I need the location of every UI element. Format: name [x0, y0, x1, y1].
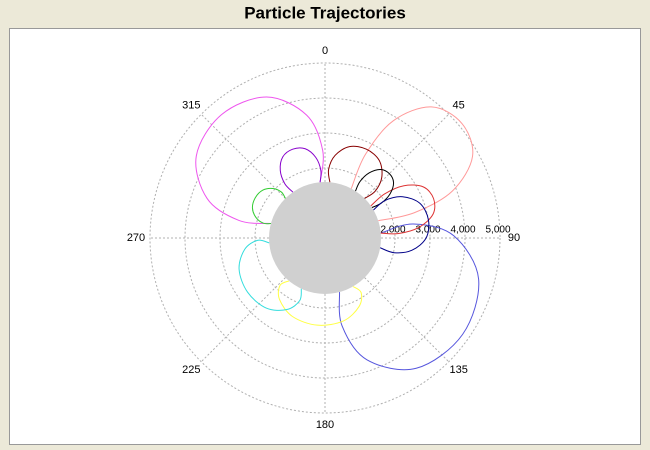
trajectory	[338, 223, 480, 371]
chart-title: Particle Trajectories	[244, 3, 406, 22]
trajectory	[373, 196, 430, 254]
angle-tick-label: 315	[182, 100, 200, 112]
trajectory	[195, 96, 324, 225]
radial-grid-ring	[149, 62, 501, 414]
angle-tick-label: 135	[449, 364, 467, 376]
angle-tick-label: 90	[508, 232, 520, 244]
angle-tick-label: 270	[127, 232, 145, 244]
trajectory	[327, 145, 383, 199]
angle-tick-label: 45	[453, 100, 465, 112]
trajectory	[251, 187, 286, 225]
radial-grid-ring	[254, 167, 396, 309]
planet	[269, 182, 381, 294]
trajectory	[277, 280, 363, 326]
angle-tick-label: 225	[182, 364, 200, 376]
trajectory	[279, 147, 322, 193]
angle-tick-label: 180	[316, 419, 334, 431]
radial-grid-ring	[219, 132, 431, 344]
trajectory	[350, 106, 474, 222]
trajectory	[238, 239, 302, 311]
radial-tick-label: 4,000	[450, 225, 475, 236]
angle-tick-label: 0	[322, 45, 328, 57]
radial-tick-label: 5,000	[485, 225, 510, 236]
radial-tick-label: 2,000	[380, 225, 405, 236]
trajectory	[370, 184, 436, 235]
radial-grid-ring	[184, 97, 466, 379]
